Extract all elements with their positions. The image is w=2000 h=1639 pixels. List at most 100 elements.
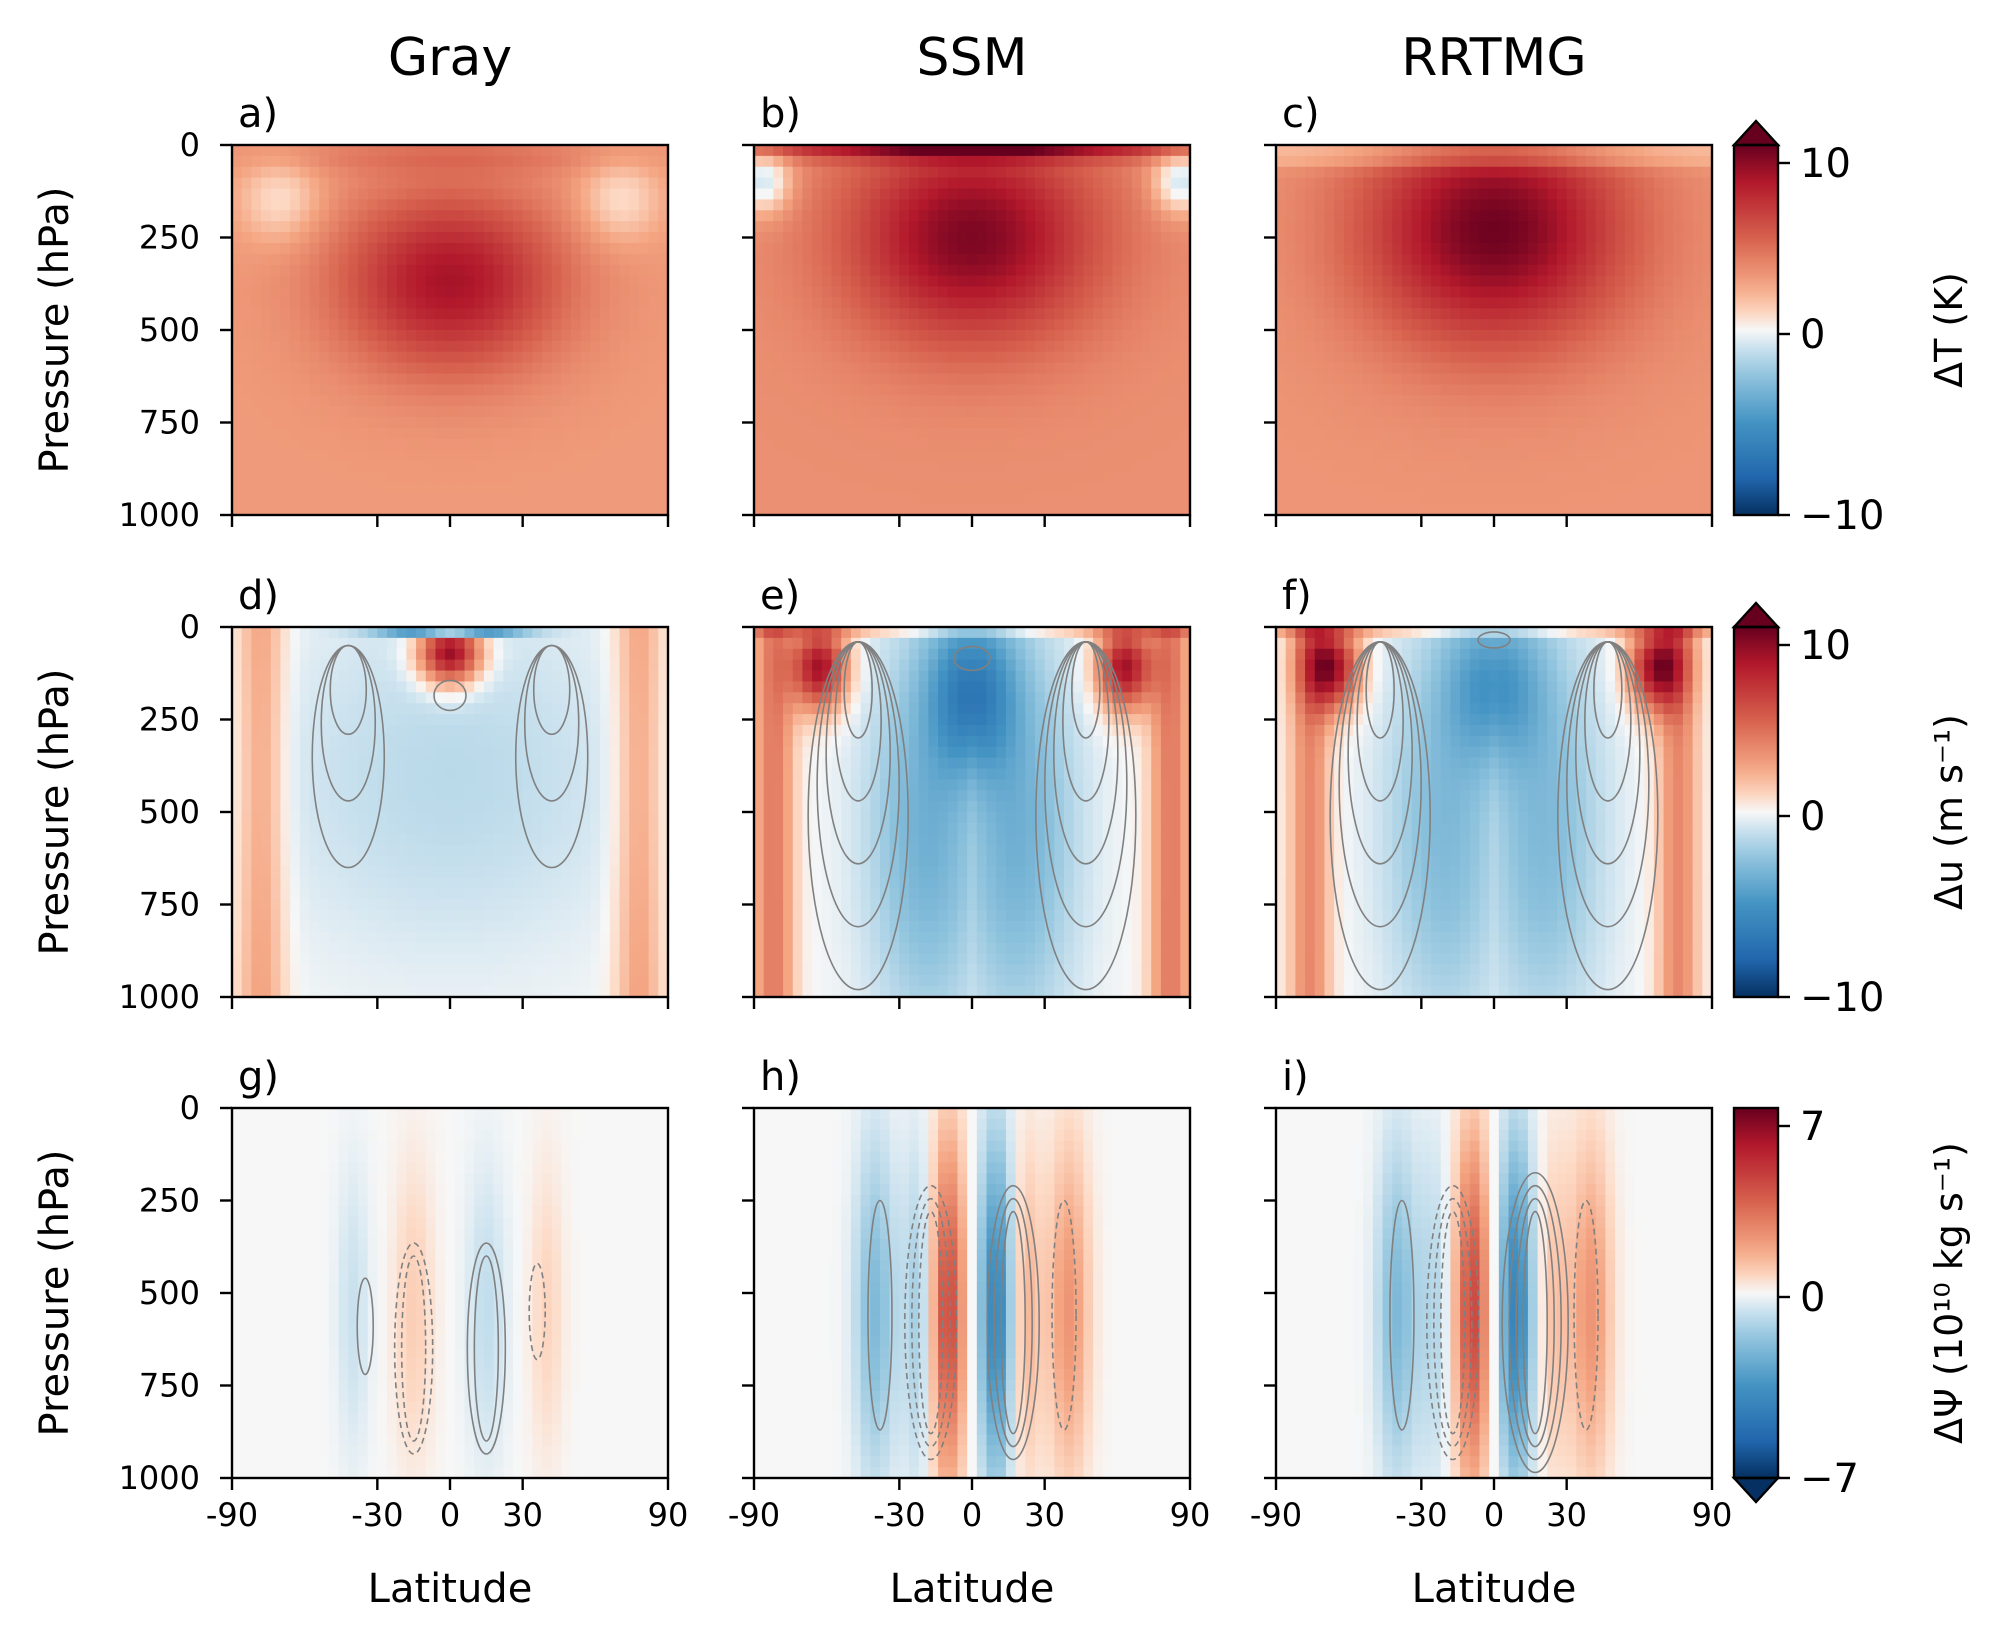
heatmap-cell (899, 395, 910, 407)
heatmap-cell (928, 210, 939, 222)
heatmap-cell (522, 297, 533, 309)
heatmap-cell (600, 395, 611, 407)
heatmap-cell (261, 833, 272, 846)
heatmap-cell (1064, 210, 1075, 222)
heatmap-cell (454, 438, 466, 451)
heatmap-cell (512, 199, 524, 211)
heatmap-cell (1353, 471, 1364, 483)
heatmap-cell (1343, 362, 1355, 375)
heatmap-cell (1653, 351, 1665, 364)
heatmap-cell (270, 757, 282, 770)
heatmap-cell (251, 692, 262, 704)
heatmap-cell (1692, 242, 1703, 255)
heatmap-cell (609, 384, 621, 396)
heatmap-cell (860, 177, 871, 190)
heatmap-cell (338, 504, 349, 515)
heatmap-cell (270, 899, 282, 911)
heatmap-cell (1586, 166, 1597, 179)
heatmap-cell (445, 177, 456, 190)
heatmap-cell (1276, 438, 1287, 451)
heatmap-cell (1170, 504, 1181, 515)
heatmap-cell (251, 724, 262, 737)
heatmap-cell (1702, 275, 1712, 288)
heatmap-cell (309, 833, 320, 846)
heatmap-cell (309, 822, 320, 835)
heatmap-cell (1537, 264, 1548, 277)
heatmap-cell (232, 779, 243, 791)
heatmap-cell (1547, 188, 1558, 201)
heatmap-cell (1653, 417, 1665, 429)
heatmap-cell (1586, 482, 1597, 494)
heatmap-cell (1421, 177, 1432, 190)
heatmap-cell (1295, 417, 1306, 429)
heatmap-cell (1064, 199, 1075, 211)
heatmap-cell (658, 188, 668, 201)
heatmap-cell (889, 319, 900, 331)
heatmap-cell (280, 627, 291, 639)
heatmap-cell (1479, 242, 1490, 255)
heatmap-cell (1663, 232, 1674, 244)
heatmap-cell (1093, 417, 1104, 429)
heatmap-cell (638, 460, 650, 473)
heatmap-cell (1160, 362, 1172, 375)
heatmap-cell (1469, 373, 1481, 386)
heatmap-cell (812, 438, 823, 451)
heatmap-cell (1131, 330, 1143, 342)
heatmap-cell (1673, 210, 1684, 222)
heatmap-cell (1102, 188, 1114, 201)
heatmap-cell (1392, 395, 1403, 407)
heatmap-cell (1586, 438, 1597, 451)
heatmap-cell (1576, 373, 1587, 386)
heatmap-cell (1305, 493, 1316, 505)
heatmap-cell (976, 373, 988, 386)
heatmap-cell (986, 286, 997, 298)
heatmap-cell (860, 449, 871, 462)
heatmap-cell (841, 471, 852, 483)
heatmap-cell (967, 275, 978, 288)
heatmap-cell (1295, 384, 1306, 396)
heatmap-cell (251, 714, 262, 726)
heatmap-cell (1083, 210, 1094, 222)
heatmap-cell (1527, 330, 1539, 342)
heatmap-cell (1305, 210, 1316, 222)
heatmap-cell (241, 319, 252, 331)
heatmap-cell (812, 449, 823, 462)
heatmap-cell (251, 855, 262, 868)
heatmap-cell (812, 232, 823, 244)
heatmap-cell (1537, 221, 1548, 233)
heatmap-cell (1644, 199, 1655, 211)
heatmap-cell (1112, 232, 1123, 244)
heatmap-cell (1151, 308, 1162, 320)
heatmap-cell (512, 340, 524, 353)
heatmap-cell (600, 145, 611, 157)
heatmap-cell (638, 351, 650, 364)
heatmap-cell (1460, 427, 1471, 440)
heatmap-cell (396, 177, 407, 190)
heatmap-cell (532, 297, 543, 309)
heatmap-cell (1305, 145, 1316, 157)
heatmap-cell (1372, 319, 1384, 331)
heatmap-cell (792, 330, 804, 342)
heatmap-cell (1305, 330, 1316, 342)
heatmap-cell (1141, 427, 1152, 440)
heatmap-cell (493, 286, 504, 298)
heatmap-cell (850, 406, 862, 418)
heatmap-cell (976, 351, 988, 364)
heatmap-cell (783, 319, 794, 331)
heatmap-cell (773, 330, 784, 342)
heatmap-cell (783, 330, 794, 342)
heatmap-cell (503, 330, 514, 342)
heatmap-cell (1324, 232, 1335, 244)
heatmap-cell (1605, 493, 1616, 505)
heatmap-cell (396, 438, 407, 451)
heatmap-cell (821, 373, 833, 386)
heatmap-cell (435, 493, 446, 505)
heatmap-cell (899, 482, 910, 494)
heatmap-cell (445, 297, 456, 309)
heatmap-cell (1566, 319, 1577, 331)
heatmap-cell (1460, 210, 1471, 222)
heatmap-cell (319, 790, 330, 802)
heatmap-cell (416, 406, 427, 418)
heatmap-cell (1112, 297, 1123, 309)
heatmap-cell (773, 395, 784, 407)
